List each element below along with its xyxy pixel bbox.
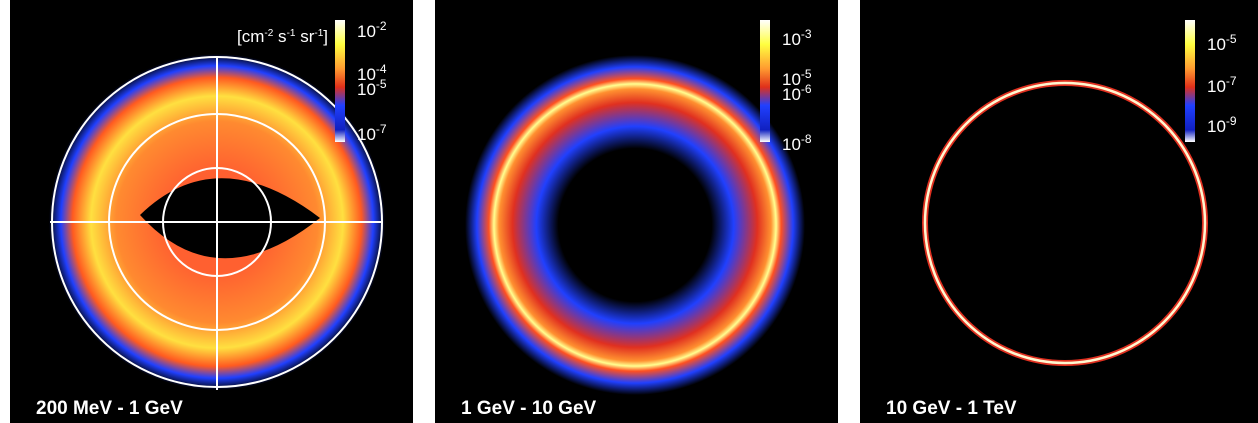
exponent: -5 (1226, 32, 1237, 46)
colorbar (335, 20, 345, 142)
unit: [cm-2 s-1 sr-1] (237, 27, 328, 46)
base: 10 (1207, 35, 1226, 54)
unit-part: ] (323, 27, 328, 46)
base: 10 (357, 22, 376, 41)
exponent: -8 (801, 132, 812, 146)
figure: 10-210-410-510-7[cm-2 s-1 sr-1]200 MeV -… (0, 0, 1258, 423)
exponent: -9 (1226, 114, 1237, 128)
panel-label: 1 GeV - 10 GeV (461, 398, 597, 419)
base: 10 (782, 30, 801, 49)
intensity-map (465, 55, 805, 395)
panel-bg (860, 0, 1258, 423)
exponent: -6 (801, 82, 812, 96)
panel: 10-510-710-910 GeV - 1 TeV (860, 0, 1258, 423)
exponent: -2 (376, 19, 387, 33)
panel: 10-310-510-610-81 GeV - 10 GeV (435, 0, 838, 423)
base: 10 (1207, 77, 1226, 96)
unit-part: [cm (237, 27, 264, 46)
panel: 10-210-410-510-7[cm-2 s-1 sr-1]200 MeV -… (10, 0, 413, 423)
unit-part: s (273, 27, 286, 46)
exponent: -7 (1226, 74, 1237, 88)
panel-label: 200 MeV - 1 GeV (36, 398, 183, 419)
exponent: -3 (801, 27, 812, 41)
base: 10 (782, 85, 801, 104)
base: 10 (782, 135, 801, 154)
base: 10 (357, 125, 376, 144)
panel-label: 10 GeV - 1 TeV (886, 398, 1017, 419)
unit-part: sr (295, 27, 314, 46)
exponent: -5 (801, 67, 812, 81)
colorbar (1185, 20, 1195, 142)
exponent: -5 (376, 77, 387, 91)
base: 10 (1207, 117, 1226, 136)
base: 10 (357, 80, 376, 99)
colorbar (760, 20, 770, 142)
exponent: -4 (376, 62, 387, 76)
exponent: -7 (376, 122, 387, 136)
